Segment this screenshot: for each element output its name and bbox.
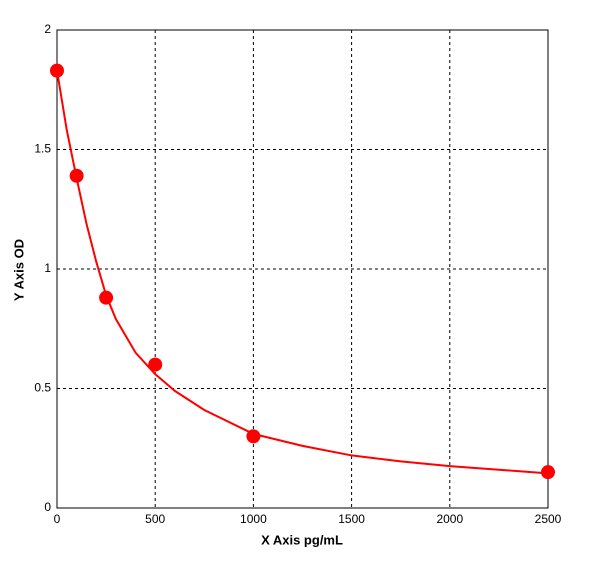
data-point (50, 63, 64, 78)
x-tick-label: 2500 (535, 512, 562, 526)
data-point (148, 357, 163, 372)
y-tick-label: 0 (44, 500, 51, 514)
x-tick-label: 0 (54, 512, 61, 526)
fit-curve (56, 70, 549, 475)
x-tick-label: 500 (145, 512, 165, 526)
data-point (541, 465, 555, 480)
y-tick-label: 1 (44, 261, 51, 275)
data-point (69, 168, 84, 183)
y-tick-label: 2 (44, 22, 51, 36)
x-tick-label: 2000 (436, 512, 463, 526)
x-tick-label: 1500 (338, 512, 365, 526)
y-axis-label: Y Axis OD (11, 239, 26, 301)
plot-frame (56, 29, 549, 509)
data-point (99, 290, 114, 305)
y-tick-label: 0.5 (34, 381, 51, 395)
data-point (246, 429, 261, 444)
x-tick-label: 1000 (240, 512, 267, 526)
x-axis-label: X Axis pg/mL (261, 532, 343, 547)
y-tick-label: 1.5 (34, 142, 51, 156)
